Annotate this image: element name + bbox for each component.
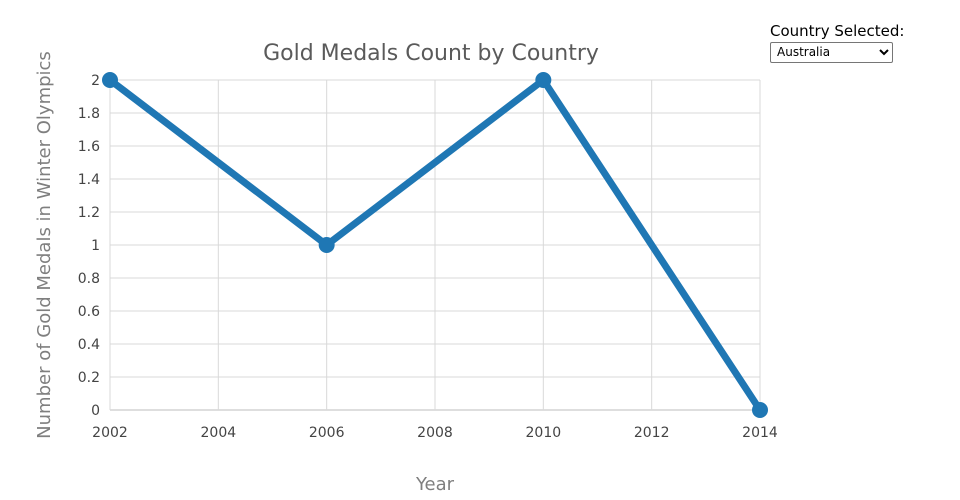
x-tick-label: 2004	[201, 425, 237, 441]
y-tick-label: 0	[91, 403, 100, 419]
y-tick-label: 0.2	[78, 370, 100, 386]
tick-labels: 0 0.2 0.4 0.6 0.8 1 1.2 1.4 1.6 1.8 2 2002 2004 2006 2…	[78, 73, 778, 441]
country-selector: Country Selected: Australia	[770, 22, 904, 63]
series-line	[106, 76, 764, 414]
y-axis-title: Number of Gold Medals in Winter Olympics	[34, 51, 55, 439]
series-layer	[102, 72, 768, 418]
y-tick-label: 0.4	[78, 337, 100, 353]
y-tick-label: 1.2	[78, 205, 100, 221]
data-point[interactable]	[102, 72, 118, 88]
x-tick-label: 2010	[526, 425, 562, 441]
data-point[interactable]	[535, 72, 552, 88]
y-tick-label: 0.6	[78, 304, 100, 320]
country-selector-label: Country Selected:	[770, 22, 905, 40]
y-tick-label: 1	[91, 238, 100, 254]
y-tick-label: 1.8	[78, 106, 100, 122]
x-tick-label: 2002	[92, 425, 128, 441]
y-tick-label: 0.8	[78, 271, 100, 287]
x-tick-label: 2008	[417, 425, 453, 441]
y-tick-label: 2	[91, 73, 100, 89]
x-tick-label: 2012	[634, 425, 670, 441]
data-point[interactable]	[752, 402, 768, 418]
chart-title: Gold Medals Count by Country	[263, 41, 599, 66]
country-select[interactable]: Australia	[770, 41, 893, 63]
x-axis-title: Year	[415, 474, 455, 495]
grid-layer	[109, 79, 761, 411]
x-tick-label: 2014	[742, 425, 778, 441]
y-tick-label: 1.6	[78, 139, 100, 155]
data-point[interactable]	[318, 237, 335, 253]
y-tick-label: 1.4	[78, 172, 100, 188]
x-tick-label: 2006	[309, 425, 345, 441]
